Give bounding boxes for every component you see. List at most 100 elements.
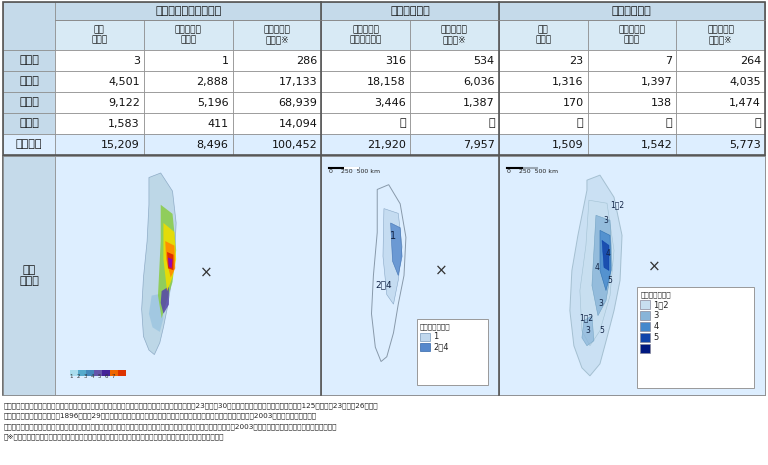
Text: 7: 7 (665, 55, 672, 66)
Bar (417, 319, 488, 385)
Text: 家屋被害数
（戸）※: 家屋被害数 （戸）※ (441, 25, 468, 45)
Text: 3: 3 (604, 216, 608, 225)
Bar (94, 370, 102, 376)
Bar (70, 370, 78, 376)
Text: 100,452: 100,452 (272, 140, 317, 150)
Bar (677, 20, 765, 50)
Polygon shape (600, 230, 611, 291)
Bar (102, 370, 110, 376)
Bar (55, 20, 144, 50)
Bar (86, 370, 94, 376)
Text: 3: 3 (598, 299, 604, 308)
Text: ※数値は各資料に記載されている家屋被害の全壊，半壊，流失家屋数，全焼，半焼の被害数の合計値を記載。: ※数値は各資料に記載されている家屋被害の全壊，半壊，流失家屋数，全焼，半焼の被害… (4, 433, 224, 440)
Bar (410, 92, 498, 113)
Bar (498, 92, 588, 113)
Bar (641, 322, 650, 332)
Text: 家屋被害数
（棟）※: 家屋被害数 （棟）※ (707, 25, 734, 45)
Text: （出典）・死者，行方不明者，家屋被害数：東北地方太平洋沖地震：緊急災害対策本部資料（平成23年５月30日）及び消防庁災害対策本部資料（第125版，平成23年５月: （出典）・死者，行方不明者，家屋被害数：東北地方太平洋沖地震：緊急災害対策本部資… (4, 402, 379, 409)
Bar (321, 2, 498, 20)
Bar (641, 300, 650, 309)
Polygon shape (149, 294, 164, 332)
Text: 1,509: 1,509 (552, 140, 584, 150)
Bar (321, 20, 410, 50)
Text: 23: 23 (569, 55, 584, 66)
Polygon shape (161, 286, 169, 314)
Bar (498, 113, 588, 134)
Text: ・震度分布図：東北地方太平洋沖地震：「気象庁資料」，明治三陸地震，昭和三陸地震：「日本被害地震総覧2003年初版，宇佐見龍夫」を参考に内閣府作成: ・震度分布図：東北地方太平洋沖地震：「気象庁資料」，明治三陸地震，昭和三陸地震：… (4, 423, 337, 430)
Bar (3, 156, 765, 395)
Bar (233, 20, 321, 50)
Text: 1: 1 (221, 55, 229, 66)
Text: 4: 4 (594, 263, 599, 272)
Bar (588, 92, 677, 113)
Text: 明治三陸地震：「1896（明治29）年「岩手県統計書」，昭和三陸地震：東京大学出版社：「日本被害地震総覧2003年初版，宇佐見龍夫」: 明治三陸地震：「1896（明治29）年「岩手県統計書」，昭和三陸地震：東京大学出… (4, 412, 317, 419)
Bar (3, 113, 55, 134)
Text: 6,036: 6,036 (463, 77, 495, 86)
Bar (498, 156, 765, 395)
Bar (321, 134, 410, 155)
Bar (233, 50, 321, 71)
Bar (233, 134, 321, 155)
Bar (55, 156, 321, 395)
Polygon shape (167, 252, 174, 270)
Text: 1,583: 1,583 (108, 119, 140, 128)
Text: 岩手県: 岩手県 (19, 77, 39, 86)
Polygon shape (165, 241, 175, 278)
Text: 9,122: 9,122 (108, 98, 140, 107)
Text: －: － (399, 119, 406, 128)
Text: 21,920: 21,920 (367, 140, 406, 150)
Text: 5,196: 5,196 (197, 98, 229, 107)
Text: ×: × (200, 266, 213, 280)
Text: 昭和三陸地震: 昭和三陸地震 (612, 6, 652, 16)
Text: 5: 5 (654, 333, 658, 342)
Text: 68,939: 68,939 (278, 98, 317, 107)
Text: 5: 5 (607, 276, 612, 285)
Bar (588, 20, 677, 50)
Bar (3, 2, 765, 155)
Text: 4,501: 4,501 (108, 77, 140, 86)
Text: 震度
分布図: 震度 分布図 (19, 265, 39, 286)
Bar (3, 156, 55, 395)
Polygon shape (592, 215, 612, 316)
Text: 2～4: 2～4 (433, 342, 449, 351)
Bar (55, 71, 144, 92)
Polygon shape (582, 316, 594, 346)
Text: 青森県: 青森県 (19, 55, 39, 66)
Bar (588, 134, 677, 155)
Text: 1～2: 1～2 (610, 201, 624, 210)
Bar (233, 71, 321, 92)
Text: 3: 3 (585, 326, 591, 335)
Bar (321, 92, 410, 113)
Bar (588, 71, 677, 92)
Text: 1～2: 1～2 (579, 313, 593, 322)
Bar (677, 50, 765, 71)
Text: 264: 264 (740, 55, 761, 66)
Bar (641, 312, 650, 320)
Text: 1: 1 (389, 231, 396, 241)
Bar (118, 370, 126, 376)
Text: 気象庁震度階線: 気象庁震度階線 (641, 292, 670, 298)
Bar (110, 370, 118, 376)
Bar (233, 92, 321, 113)
Bar (55, 134, 144, 155)
Bar (498, 50, 588, 71)
Text: 15,209: 15,209 (101, 140, 140, 150)
Bar (410, 20, 498, 50)
Bar (144, 20, 233, 50)
Polygon shape (383, 209, 402, 304)
Bar (321, 50, 410, 71)
Bar (55, 92, 144, 113)
Bar (677, 71, 765, 92)
Bar (321, 156, 498, 395)
Text: 3: 3 (133, 55, 140, 66)
Text: －: － (488, 119, 495, 128)
Bar (588, 50, 677, 71)
Bar (498, 134, 588, 155)
Bar (144, 50, 233, 71)
Text: 1,474: 1,474 (729, 98, 761, 107)
Text: 0    250  500 km: 0 250 500 km (507, 169, 558, 174)
Text: 東北地方太平洋沖地震: 東北地方太平洋沖地震 (155, 6, 221, 16)
Text: 4: 4 (654, 322, 658, 331)
Bar (78, 370, 86, 376)
Text: 17,133: 17,133 (279, 77, 317, 86)
